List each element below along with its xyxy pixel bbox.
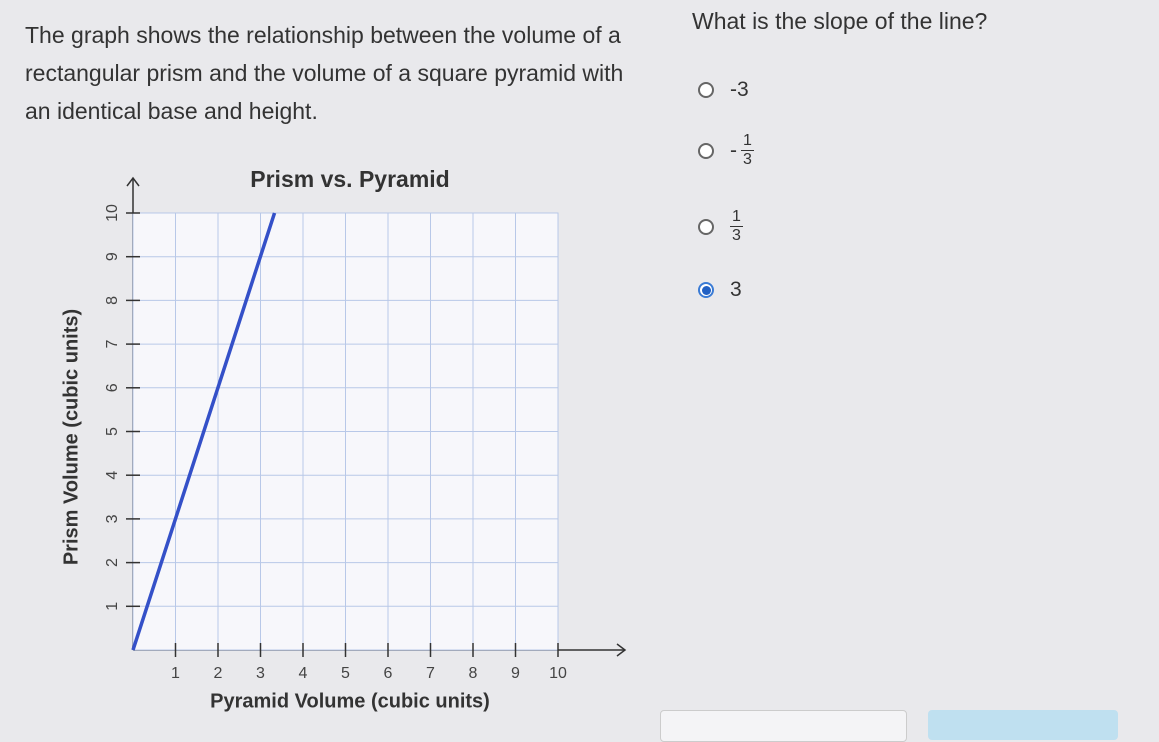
x-tick-label: 7 bbox=[426, 665, 435, 682]
denominator: 3 bbox=[743, 151, 752, 168]
x-tick-label: 1 bbox=[171, 665, 180, 682]
y-tick-label: 4 bbox=[104, 471, 121, 480]
x-tick-label: 8 bbox=[469, 665, 478, 682]
radio-button[interactable] bbox=[698, 282, 714, 298]
y-tick-label: 10 bbox=[104, 204, 121, 222]
radio-button[interactable] bbox=[698, 82, 714, 98]
y-tick-label: 7 bbox=[104, 340, 121, 349]
chart-title: Prism vs. Pyramid bbox=[250, 166, 449, 192]
x-tick-label: 5 bbox=[341, 665, 350, 682]
option-label: 3 bbox=[730, 278, 742, 301]
x-tick-label: 9 bbox=[511, 665, 520, 682]
x-axis-label: Pyramid Volume (cubic units) bbox=[210, 690, 490, 712]
y-axis-label: Prism Volume (cubic units) bbox=[60, 309, 82, 565]
y-tick-label: 8 bbox=[104, 296, 121, 305]
radio-button[interactable] bbox=[698, 218, 714, 235]
y-tick-label: 3 bbox=[104, 514, 121, 523]
y-tick-label: 1 bbox=[104, 602, 121, 611]
option-sign: - bbox=[730, 138, 737, 162]
y-arrow bbox=[126, 176, 140, 187]
x-tick-label: 2 bbox=[214, 665, 223, 682]
chart: Prism vs. Pyramid Prism Volume (cubic un… bbox=[60, 166, 627, 712]
radio-button[interactable] bbox=[698, 142, 714, 159]
numerator: 1 bbox=[730, 208, 743, 227]
option[interactable]: -3 bbox=[698, 78, 749, 102]
y-tick-label: 5 bbox=[104, 427, 121, 436]
button[interactable] bbox=[660, 710, 907, 742]
button[interactable] bbox=[928, 710, 1118, 740]
x-tick-label: 3 bbox=[256, 665, 265, 682]
x-arrow bbox=[616, 643, 627, 657]
data-line bbox=[131, 212, 277, 651]
numerator: 1 bbox=[741, 132, 754, 151]
page: The graph shows the relationship between… bbox=[0, 0, 1159, 727]
x-tick-label: 6 bbox=[384, 665, 393, 682]
y-tick-label: 6 bbox=[104, 383, 121, 392]
option[interactable]: 3 bbox=[698, 278, 742, 302]
y-tick-label: 9 bbox=[104, 252, 121, 261]
x-tick-label: 10 bbox=[549, 665, 567, 682]
x-tick-label: 4 bbox=[299, 665, 308, 682]
passage: The graph shows the relationship between… bbox=[25, 22, 624, 124]
y-tick-label: 2 bbox=[104, 558, 121, 567]
option-label: -3 bbox=[730, 78, 749, 101]
question: What is the slope of the line? bbox=[692, 8, 988, 34]
denominator: 3 bbox=[732, 227, 741, 244]
